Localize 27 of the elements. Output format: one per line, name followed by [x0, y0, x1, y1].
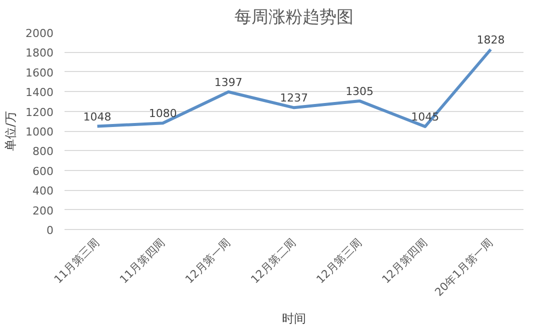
data-label: 1828 [476, 33, 505, 46]
y-tick-label: 1400 [26, 86, 54, 100]
y-tick-label: 1600 [26, 66, 54, 80]
data-label: 1237 [280, 92, 308, 105]
y-tick-label: 1200 [26, 106, 54, 119]
x-tick-label: 11月第四周 [117, 236, 168, 286]
data-label: 1305 [346, 84, 374, 98]
data-label: 1080 [148, 107, 177, 120]
chart-title: 每周涨粉趋势图 [234, 8, 354, 28]
x-tick-label: 12月第一周 [182, 236, 234, 286]
y-tick-label: 600 [32, 164, 54, 178]
x-tick-label: 11月第三周 [52, 236, 102, 286]
x-axis-title: 时间 [282, 311, 306, 326]
y-tick-label: 800 [32, 145, 54, 158]
x-tick-label: 12月第二周 [248, 236, 299, 286]
y-tick-label: 2000 [26, 27, 54, 40]
x-tick-label: 12月第三周 [314, 236, 364, 286]
y-tick-label: 1800 [26, 46, 54, 60]
y-tick-label: 200 [32, 204, 54, 218]
data-label: 1048 [83, 110, 112, 124]
y-tick-label: 1000 [26, 126, 54, 138]
data-label: 1397 [214, 76, 242, 89]
x-tick-label: 12月第四周 [380, 236, 430, 286]
x-tick-label: 20年1月第一周 [432, 236, 496, 299]
y-tick-label: 0 [46, 224, 54, 237]
y-axis-title: 单位/万 [4, 110, 18, 152]
y-tick-label: 400 [32, 184, 54, 198]
